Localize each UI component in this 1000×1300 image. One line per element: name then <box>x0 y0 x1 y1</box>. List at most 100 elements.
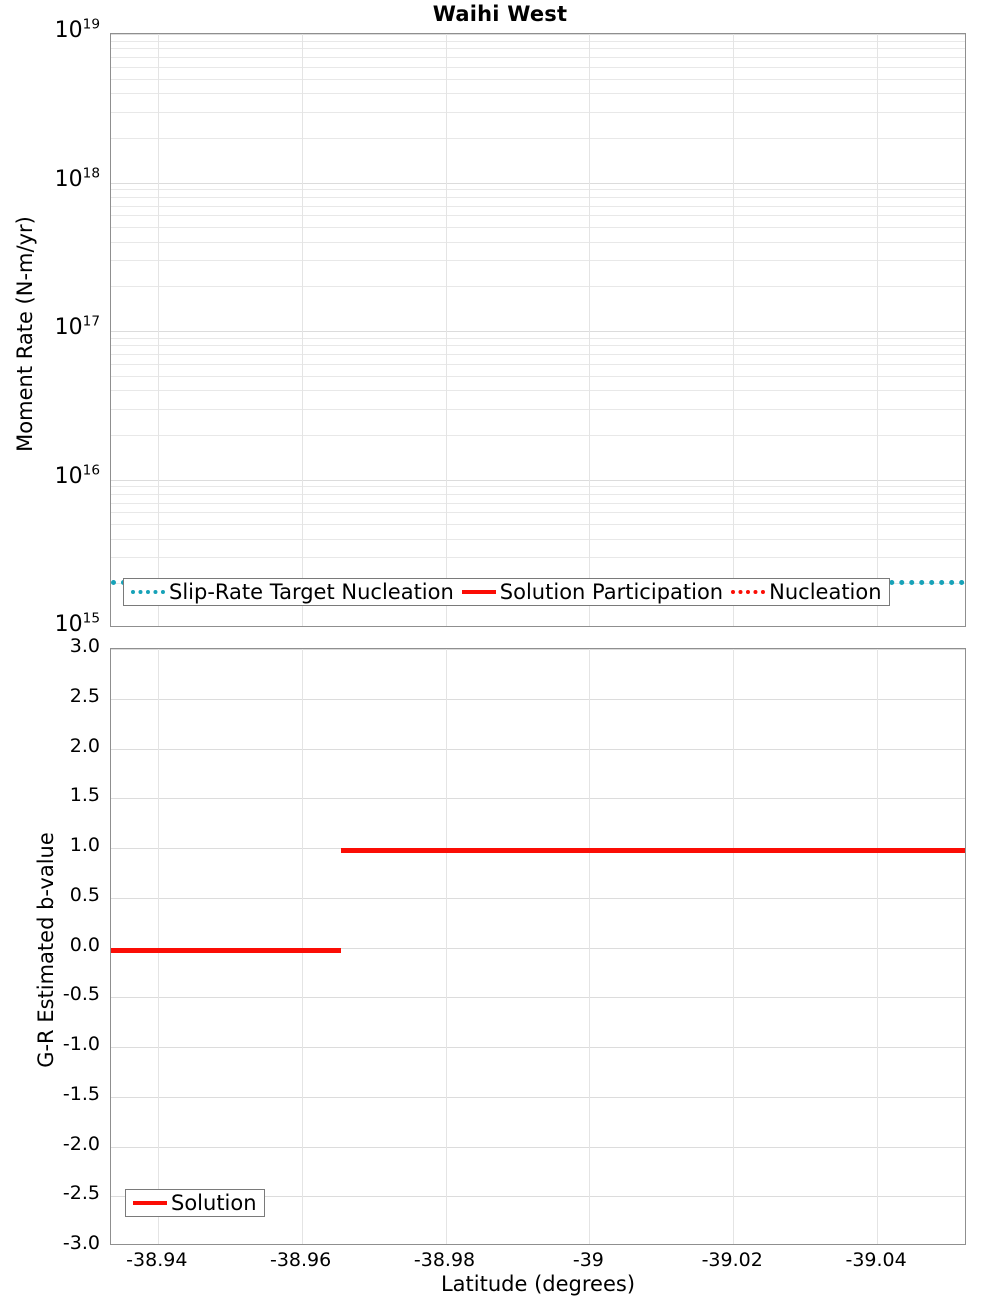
gridline-horizontal <box>111 182 965 184</box>
gridline-horizontal <box>111 241 965 243</box>
legend-entry[interactable]: Nucleation <box>731 579 882 604</box>
y-tick-label: -0.5 <box>62 983 100 1006</box>
gridline-horizontal <box>111 434 965 436</box>
bottom-gridlines <box>111 649 965 1244</box>
gridline-vertical <box>301 34 303 626</box>
y-tick-label: 2.0 <box>69 734 100 757</box>
gridline-horizontal <box>111 48 965 50</box>
legend-entry[interactable]: Solution Participation <box>461 579 724 604</box>
gridline-horizontal <box>111 363 965 365</box>
legend-label: Slip-Rate Target Nucleation <box>169 579 454 604</box>
gridline-vertical <box>157 649 159 1244</box>
gridline-vertical <box>877 649 879 1244</box>
gridline-horizontal <box>111 1146 965 1148</box>
legend-swatch-icon <box>731 590 766 594</box>
gridline-vertical <box>589 34 591 626</box>
legend-swatch-icon <box>131 590 165 594</box>
bottom-y-axis-label: G-R Estimated b-value <box>34 832 58 1068</box>
x-tick-label: -38.94 <box>126 1249 188 1271</box>
legend-label: Solution <box>171 1190 257 1215</box>
gridline-horizontal <box>111 486 965 488</box>
gridline-horizontal <box>111 848 965 849</box>
gridline-vertical <box>301 649 303 1244</box>
bottom-data-layer <box>111 649 965 1244</box>
gridline-horizontal <box>111 205 965 207</box>
gridline-horizontal <box>111 57 965 58</box>
y-tick-label: 1016 <box>54 462 100 489</box>
y-tick-label: 0.5 <box>69 883 100 906</box>
x-tick-label: -38.98 <box>413 1249 476 1271</box>
legend-swatch-icon <box>461 590 496 594</box>
top-legend[interactable]: Slip-Rate Target Nucleation Solution Part… <box>123 578 890 606</box>
gridline-horizontal <box>111 215 965 217</box>
top-y-axis-label: Moment Rate (N-m/yr) <box>13 216 37 452</box>
bottom-legend[interactable]: Solution <box>125 1189 265 1217</box>
gridline-horizontal <box>111 947 965 949</box>
page-title: Waihi West <box>432 2 568 26</box>
gridline-horizontal <box>111 66 965 68</box>
legend-entry[interactable]: Slip-Rate Target Nucleation <box>131 579 454 604</box>
y-tick-label: -2.5 <box>62 1182 100 1205</box>
gridline-horizontal <box>111 649 965 650</box>
y-tick-label: -2.0 <box>62 1132 100 1155</box>
y-tick-label: 1015 <box>54 610 100 637</box>
x-tick-label: -39 <box>572 1249 604 1271</box>
gridline-vertical <box>733 649 735 1244</box>
series-solution-segment <box>341 848 965 853</box>
gridline-horizontal <box>111 997 965 999</box>
gridline-horizontal <box>111 502 965 504</box>
gridline-horizontal <box>111 260 965 262</box>
top-data-layer <box>111 34 965 626</box>
top-gridlines <box>111 34 965 626</box>
gridline-vertical <box>877 34 879 626</box>
gridline-horizontal <box>111 479 965 481</box>
gridline-horizontal <box>111 897 965 899</box>
gridline-horizontal <box>111 331 965 332</box>
gridline-horizontal <box>111 40 965 42</box>
gridline-vertical <box>589 649 591 1244</box>
gridline-vertical <box>157 34 159 626</box>
gridline-horizontal <box>111 698 965 700</box>
gridline-horizontal <box>111 748 965 750</box>
y-tick-label: 1019 <box>54 16 100 43</box>
gridline-horizontal <box>111 524 965 526</box>
legend-label: Nucleation <box>769 579 882 604</box>
legend-entry[interactable]: Solution <box>133 1190 257 1215</box>
gridline-horizontal <box>111 78 965 80</box>
y-tick-label: 1.0 <box>69 834 100 856</box>
gridline-horizontal <box>111 408 965 410</box>
gridline-horizontal <box>111 493 965 495</box>
series-solution-segment <box>111 947 342 953</box>
gridline-horizontal <box>111 1096 965 1098</box>
b-value-plot <box>110 648 966 1245</box>
gridline-horizontal <box>111 286 965 288</box>
gridline-horizontal <box>111 345 965 347</box>
gridline-horizontal <box>111 354 965 355</box>
gridline-horizontal <box>111 93 965 95</box>
y-tick-label: 3.0 <box>69 635 100 657</box>
gridline-vertical <box>445 649 447 1244</box>
moment-rate-plot <box>110 33 966 627</box>
gridline-horizontal <box>111 337 965 339</box>
y-tick-label: -1.5 <box>62 1082 100 1105</box>
gridline-vertical <box>445 34 447 626</box>
gridline-horizontal <box>111 390 965 392</box>
y-tick-label: 2.5 <box>69 684 100 707</box>
gridline-horizontal <box>111 137 965 139</box>
gridline-horizontal <box>111 227 965 229</box>
gridline-horizontal <box>111 196 965 198</box>
y-tick-label: 0.0 <box>69 933 100 956</box>
gridline-horizontal <box>111 189 965 191</box>
legend-swatch-icon <box>133 1201 167 1205</box>
y-tick-label: -1.0 <box>62 1033 100 1055</box>
y-tick-label: 1017 <box>54 313 100 340</box>
gridline-horizontal <box>111 512 965 514</box>
gridline-horizontal <box>111 557 965 559</box>
legend-label: Solution Participation <box>499 579 724 604</box>
gridline-horizontal <box>111 34 965 35</box>
gridline-vertical <box>733 34 735 626</box>
x-tick-label: -38.96 <box>269 1249 332 1271</box>
y-tick-label: -3.0 <box>62 1232 100 1254</box>
gridline-horizontal <box>111 1047 965 1048</box>
